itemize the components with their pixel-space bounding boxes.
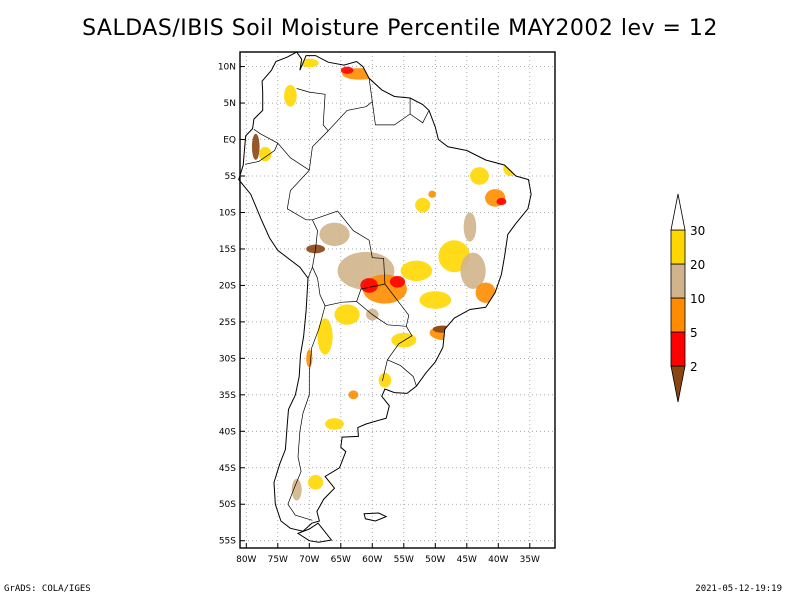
country-border — [327, 78, 373, 132]
legend-low-triangle — [670, 365, 686, 403]
percentile-patch — [470, 167, 489, 185]
percentile-patch — [503, 161, 519, 177]
percentile-patch — [415, 197, 431, 213]
lon-tick-label: 60W — [362, 555, 382, 565]
lon-tick-label: 65W — [331, 555, 351, 565]
lon-tick-label: 50W — [425, 555, 445, 565]
percentile-patch — [284, 84, 297, 107]
percentile-patch — [475, 282, 496, 303]
percentile-patch — [299, 58, 319, 68]
percentile-patch — [463, 212, 477, 242]
lat-tick-label: 45S — [219, 464, 236, 474]
legend-label: 30 — [690, 224, 705, 238]
percentile-patch — [432, 325, 451, 333]
percentile-patch — [340, 66, 354, 74]
country-border — [253, 88, 329, 171]
lat-tick-label: 55S — [219, 537, 236, 547]
legend-label: 10 — [690, 292, 705, 306]
legend-high-triangle — [670, 193, 686, 231]
continent-coastline — [238, 51, 532, 532]
lat-tick-label: 25S — [219, 318, 236, 328]
percentile-patch — [460, 252, 486, 290]
percentile-shading — [251, 58, 519, 501]
country-border — [312, 210, 386, 307]
percentile-patch — [325, 418, 344, 430]
lat-tick-label: 50S — [219, 500, 236, 510]
lat-tick-label: 20S — [219, 281, 236, 291]
legend-label: 20 — [690, 258, 705, 272]
lon-tick-label: 45W — [457, 555, 477, 565]
lon-tick-label: 35W — [520, 555, 540, 565]
percentile-patch — [496, 197, 507, 206]
percentile-patch — [360, 278, 378, 293]
lat-tick-label: 40S — [219, 427, 236, 437]
map-title: SALDAS/IBIS Soil Moisture Percentile MAY… — [82, 16, 718, 41]
lat-tick-label: 5N — [224, 99, 236, 109]
country-border — [286, 169, 318, 279]
percentile-patch — [378, 372, 392, 388]
percentile-patch — [319, 222, 350, 247]
color-legend: 2 5 10 20 30 — [670, 193, 705, 403]
country-border — [382, 326, 413, 382]
shading-patches — [251, 58, 519, 501]
percentile-patch — [258, 146, 272, 162]
legend-swatch — [670, 263, 686, 299]
lon-tick-label: 80W — [236, 555, 256, 565]
legend-swatch — [670, 297, 686, 333]
legend-swatch — [670, 331, 686, 367]
country-border — [371, 98, 411, 126]
axis-ticks: 10N 5N EQ 5S 10S 15S 20S 25S 30S 35S 40S 45S 50S 55S8… — [218, 63, 540, 565]
percentile-patch — [308, 475, 324, 490]
country-border — [244, 143, 279, 165]
lat-tick-label: 30S — [219, 354, 236, 364]
lat-tick-label: EQ — [223, 136, 236, 146]
lat-tick-label: 10N — [218, 63, 236, 73]
legend-label: 5 — [690, 326, 698, 340]
footer-credit: GrADS: COLA/IGES — [4, 584, 91, 594]
percentile-patch — [348, 390, 359, 400]
legend-swatch — [670, 229, 686, 265]
lon-tick-label: 40W — [488, 555, 508, 565]
percentile-patch — [334, 304, 360, 325]
percentile-patch — [428, 190, 436, 198]
country-border — [387, 359, 417, 387]
lat-tick-label: 10S — [219, 208, 236, 218]
coastline-and-borders — [238, 51, 532, 543]
legend-label: 2 — [690, 360, 698, 374]
lon-tick-label: 75W — [268, 555, 288, 565]
country-border — [287, 305, 326, 521]
lat-tick-label: 35S — [219, 391, 236, 401]
percentile-patch — [291, 478, 302, 501]
footer-timestamp: 2021-05-12-19:19 — [695, 584, 782, 594]
tierra-del-fuego — [296, 522, 333, 543]
lon-tick-label: 70W — [299, 555, 319, 565]
percentile-patch — [391, 332, 417, 348]
map-frame — [239, 51, 556, 549]
lon-tick-label: 55W — [394, 555, 414, 565]
percentile-patch — [419, 291, 452, 309]
percentile-patch — [251, 133, 260, 160]
falkland-islands — [363, 512, 388, 522]
percentile-patch — [317, 318, 333, 355]
lat-tick-label: 15S — [219, 245, 236, 255]
percentile-patch — [389, 275, 406, 288]
country-border — [409, 110, 430, 124]
percentile-patch — [400, 260, 433, 282]
lat-tick-label: 5S — [225, 172, 237, 182]
